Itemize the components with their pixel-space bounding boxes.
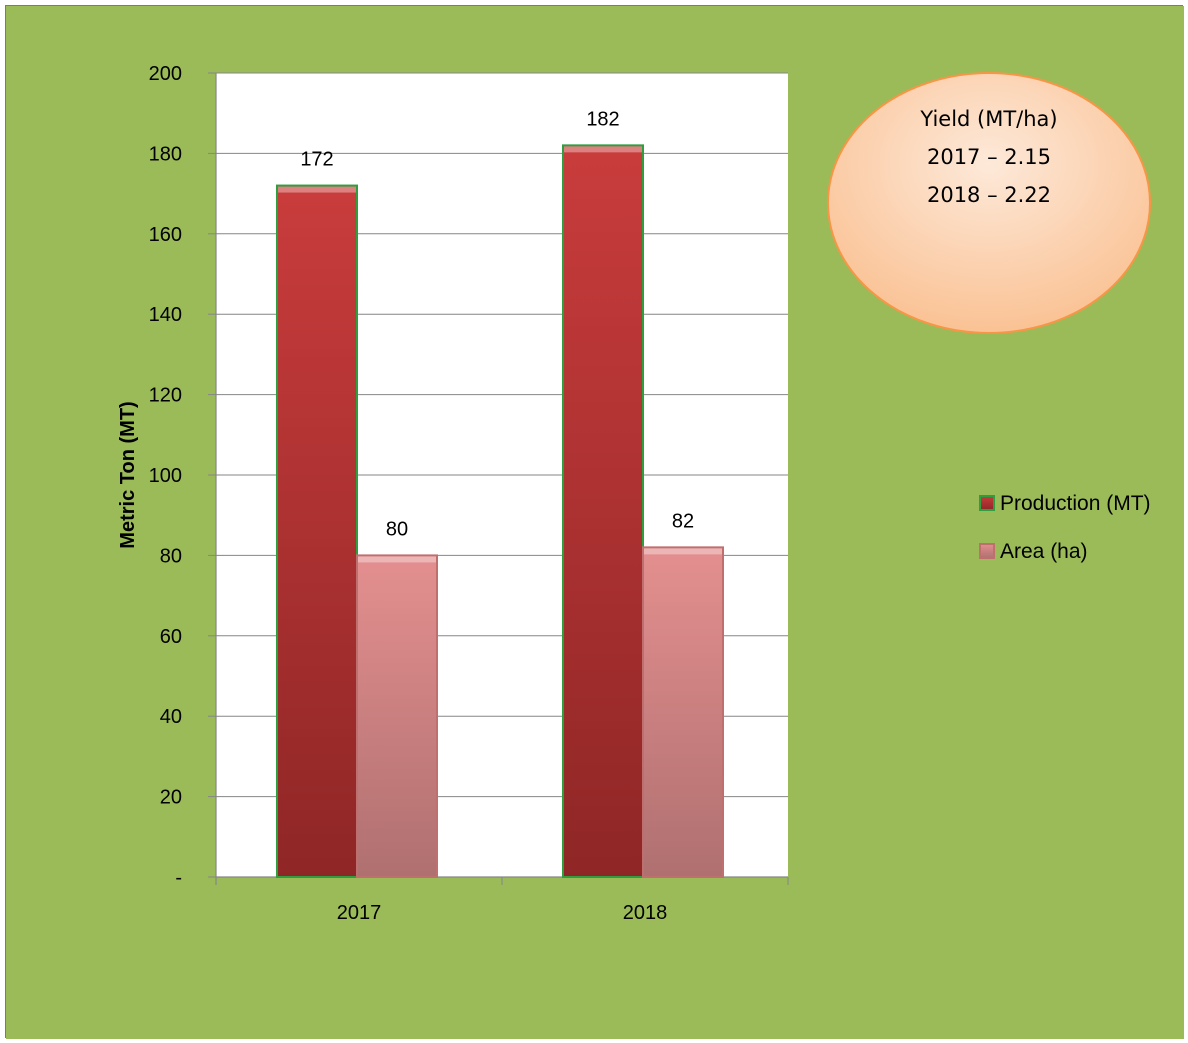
yield-bubble <box>827 72 1151 334</box>
y-tick-label: 40 <box>160 706 182 728</box>
bar-production-2018 <box>562 144 644 879</box>
y-tick-label: - <box>175 867 182 889</box>
yield-text-line: 2018 – 2.22 <box>927 183 1051 207</box>
legend-label: Production (MT) <box>1000 492 1151 515</box>
y-tick-label: 100 <box>149 465 182 487</box>
x-tick-label: 2017 <box>337 902 382 924</box>
data-label: 182 <box>586 108 619 130</box>
x-tick-label: 2018 <box>623 902 668 924</box>
bar-production-2017 <box>276 184 358 878</box>
chart-svg: - 20 40 60 80 100 120 140 160 180 200 2017 2018 172 80… <box>6 6 1184 1039</box>
bar-highlight <box>564 146 642 153</box>
y-tick-label: 200 <box>149 63 182 85</box>
y-tick-label: 60 <box>160 626 182 648</box>
legend-swatch <box>979 543 995 559</box>
y-tick-label: 80 <box>160 545 182 567</box>
bar-area-2017 <box>356 554 438 879</box>
bar-highlight <box>358 556 436 563</box>
y-tick-label: 140 <box>149 304 182 326</box>
y-axis-title: Metric Ton (MT) <box>117 401 139 548</box>
bar-highlight <box>278 186 356 193</box>
y-tick-label: 180 <box>149 143 182 165</box>
yield-text-line: 2017 – 2.15 <box>927 145 1051 169</box>
y-tick-label: 20 <box>160 787 182 809</box>
chart-frame: - 20 40 60 80 100 120 140 160 180 200 2017 2018 172 80… <box>5 5 1184 1039</box>
data-label: 80 <box>386 518 408 540</box>
bar-area-2018 <box>642 546 724 878</box>
y-tick-label: 120 <box>149 385 182 407</box>
legend-swatch <box>979 495 995 511</box>
data-label: 82 <box>672 510 694 532</box>
yield-text-line: Yield (MT/ha) <box>919 107 1057 131</box>
bar-highlight <box>644 548 722 555</box>
legend-label: Area (ha) <box>1000 540 1088 563</box>
data-label: 172 <box>300 149 333 171</box>
y-tick-label: 160 <box>149 224 182 246</box>
